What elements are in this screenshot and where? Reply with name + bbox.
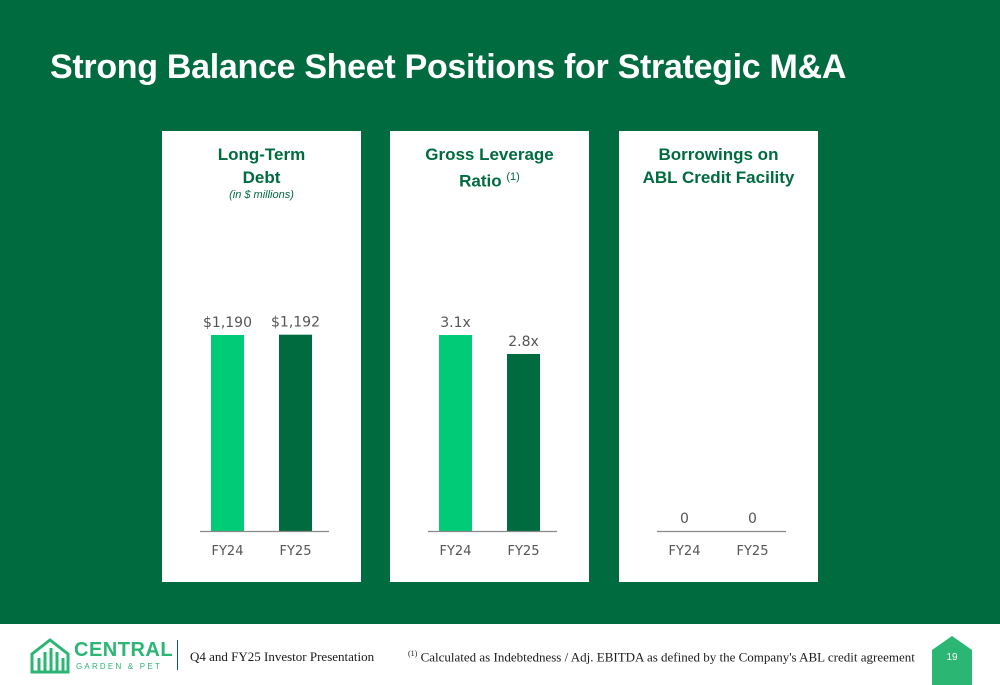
bar-chart-gross-leverage: 3.1x FY24 2.8x FY25	[428, 315, 557, 559]
presentation-name: Q4 and FY25 Investor Presentation	[190, 649, 375, 664]
logo-subtitle: GARDEN & PET	[76, 662, 162, 671]
page-title: Strong Balance Sheet Positions for Strat…	[50, 48, 847, 86]
bar-chart-long-term-debt: $1,190 FY24 $1,192 FY25	[200, 315, 329, 559]
chart-title-line-2: ABL Credit Facility	[642, 168, 795, 187]
page-badge	[932, 636, 972, 685]
x-tick-label: FY25	[508, 544, 540, 559]
bar-value-label: $1,190	[203, 315, 252, 331]
footer: CENTRAL GARDEN & PET Q4 and FY25 Investo…	[0, 624, 1000, 685]
chart-title-line-2: Ratio (1)	[459, 171, 520, 191]
footnote-marker: (1)	[408, 649, 418, 658]
logo-wordmark: CENTRAL	[74, 639, 174, 661]
footer-divider	[177, 640, 178, 670]
x-tick-label: FY25	[737, 544, 769, 559]
bar-value-label: 0	[680, 511, 689, 527]
chart-title-line-1: Long-Term	[217, 145, 306, 164]
chart-title-line-1: Borrowings on	[658, 145, 779, 164]
page-number: 19	[946, 652, 958, 663]
bar-value-label: 2.8x	[508, 334, 539, 350]
footnote-marker: (1)	[506, 171, 520, 183]
bar-fy24	[439, 335, 472, 531]
bar-fy25	[507, 353, 540, 531]
chart-title-line-2: Debt	[242, 168, 281, 187]
chart-panel-long-term-debt: Long-Term Debt (in $ millions) $1,190 FY2…	[162, 131, 361, 582]
company-logo: CENTRAL GARDEN & PET	[30, 638, 174, 674]
x-tick-label: FY24	[212, 544, 244, 559]
chart-panel-gross-leverage: Gross Leverage Ratio (1) 3.1x FY24 2.8x FY2…	[390, 131, 589, 582]
house-logo-icon	[30, 638, 70, 674]
bar-fy24	[211, 335, 244, 531]
x-tick-label: FY24	[440, 544, 472, 559]
chart-title: Gross Leverage Ratio (1)	[390, 143, 589, 193]
x-tick-label: FY25	[280, 544, 312, 559]
chart-title: Long-Term Debt	[162, 143, 361, 189]
chart-subtitle: (in $ millions)	[229, 189, 294, 201]
chart-panel-abl-borrowings: Borrowings on ABL Credit Facility 0 FY24 0…	[619, 131, 818, 582]
x-tick-label: FY24	[669, 544, 701, 559]
bar-value-label: 0	[748, 511, 757, 527]
bar-value-label: $1,192	[271, 315, 320, 331]
bar-fy25	[279, 334, 312, 531]
footnote: (1) Calculated as Indebtedness / Adj. EB…	[408, 649, 915, 665]
footnote-text: Calculated as Indebtedness / Adj. EBITDA…	[420, 649, 915, 665]
chart-title: Borrowings on ABL Credit Facility	[619, 143, 818, 189]
bar-value-label: 3.1x	[440, 315, 471, 331]
chart-title-line-1: Gross Leverage	[425, 145, 554, 164]
bar-chart-abl-borrowings: 0 FY24 0 FY25	[657, 511, 786, 559]
